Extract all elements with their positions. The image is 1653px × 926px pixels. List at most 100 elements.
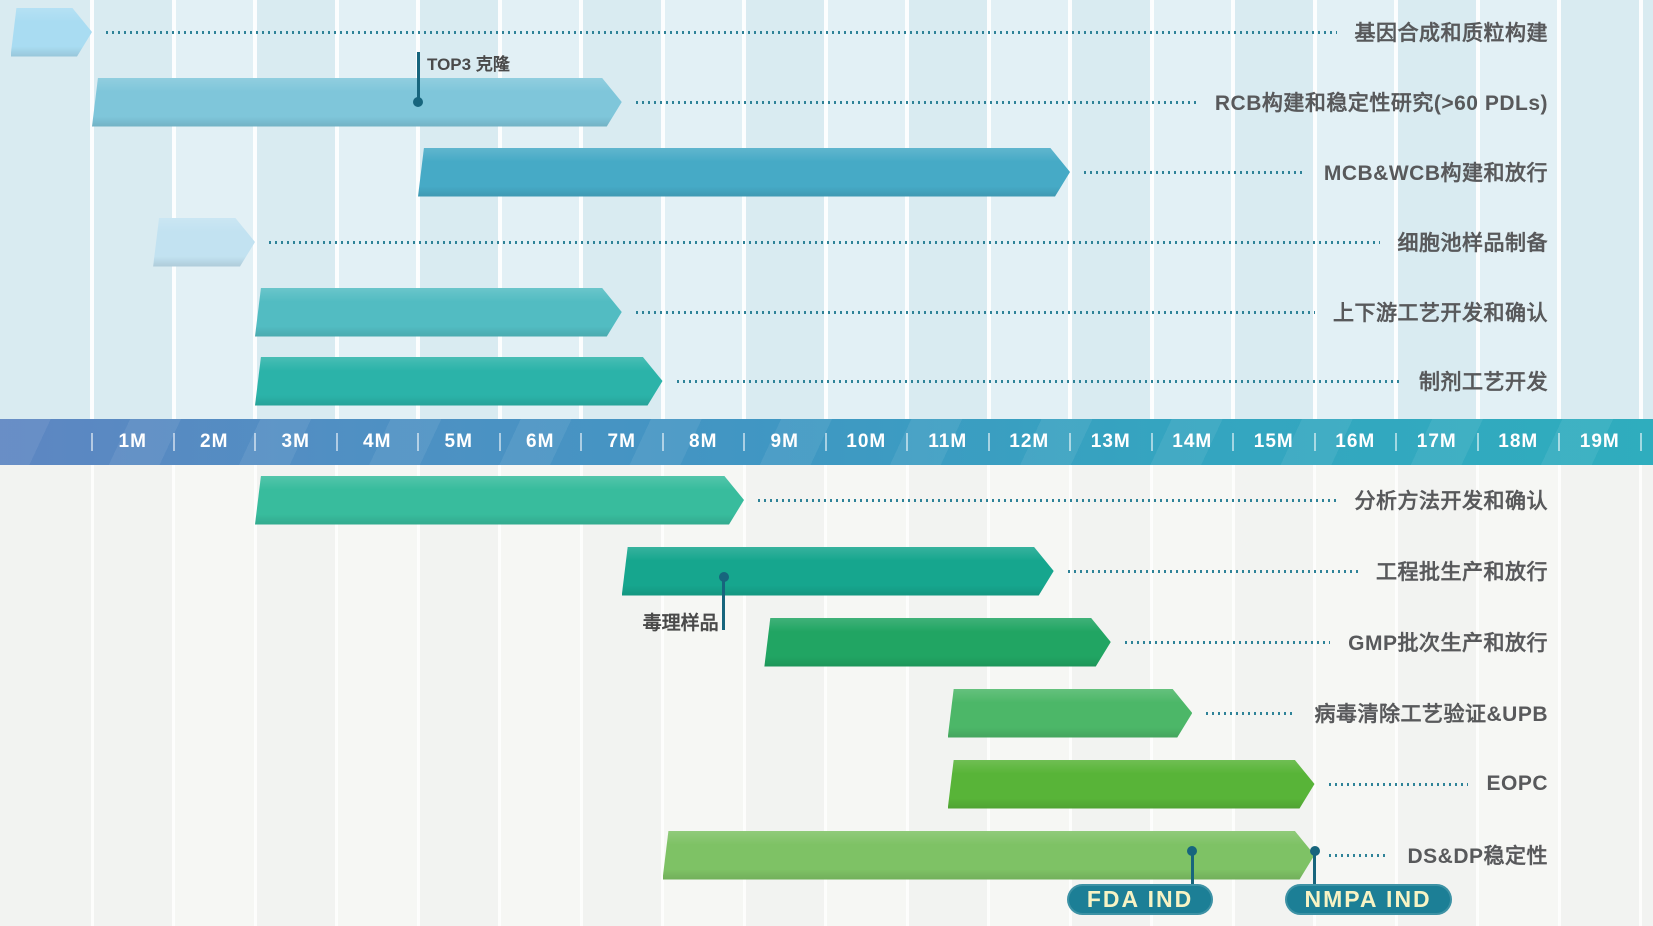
month-tick-15m: 15M xyxy=(1233,419,1315,465)
leader-dotted-line xyxy=(635,101,1197,104)
gantt-bar-shade xyxy=(255,288,622,337)
month-gridline xyxy=(416,465,420,926)
month-tick-label: 4M xyxy=(363,431,392,452)
month-gridline xyxy=(1313,465,1316,926)
month-gridline xyxy=(1312,0,1317,419)
month-separator xyxy=(1395,433,1397,451)
task-label: 基因合成和质粒构建 xyxy=(1354,22,1548,45)
task-label: 制剂工艺开发 xyxy=(1419,371,1548,394)
gantt-bar-shape xyxy=(948,689,1193,738)
month-tick-9m: 9M xyxy=(744,419,826,465)
month-tick-label: 12M xyxy=(1009,431,1050,452)
leader-dotted-line xyxy=(1328,783,1469,786)
gantt-bar-3 xyxy=(153,218,255,267)
month-tick-label: 7M xyxy=(607,431,636,452)
month-tick-label: 13M xyxy=(1090,431,1131,452)
month-tick-14m: 14M xyxy=(1152,419,1234,465)
month-gridline xyxy=(742,465,746,926)
month-column-stripe xyxy=(988,0,1070,419)
month-gridline xyxy=(497,0,502,419)
month-gridline xyxy=(579,0,583,419)
month-gridline xyxy=(416,0,420,419)
task-label: 上下游工艺开发和确认 xyxy=(1333,302,1548,325)
gantt-bar-shade xyxy=(153,218,255,267)
gantt-bar-6 xyxy=(255,476,744,525)
timeline-sheen xyxy=(0,419,1653,465)
task-leader-row: DS&DP稳定性 xyxy=(1328,840,1549,870)
month-column-stripe xyxy=(336,465,418,926)
month-separator xyxy=(661,433,664,451)
month-gridline xyxy=(253,0,257,419)
leader-dotted-line xyxy=(676,380,1401,383)
month-gridline xyxy=(823,0,828,419)
month-separator xyxy=(1232,433,1234,451)
month-column-stripe xyxy=(1477,0,1559,419)
month-gridline xyxy=(905,465,909,926)
month-tick-label: 16M xyxy=(1335,431,1376,452)
month-gridline xyxy=(1557,0,1561,419)
pre-ind-section-background xyxy=(0,0,1653,419)
task-leader-row: MCB&WCB构建和放行 xyxy=(1084,157,1548,187)
month-separator xyxy=(417,433,419,451)
month-gridline xyxy=(335,465,338,926)
gantt-bar-8 xyxy=(764,618,1110,667)
month-gridline xyxy=(1394,0,1398,419)
month-separator xyxy=(91,433,93,451)
month-tick-17m: 17M xyxy=(1396,419,1478,465)
month-tick-13m: 13M xyxy=(1070,419,1152,465)
leader-dotted-line xyxy=(635,311,1315,314)
gantt-bar-shape xyxy=(92,78,622,127)
gantt-bar-shape xyxy=(255,357,663,406)
month-tick-label: 8M xyxy=(689,431,718,452)
month-tick-label: 14M xyxy=(1172,431,1213,452)
month-column-stripe xyxy=(1477,465,1559,926)
month-column-stripe xyxy=(825,0,907,419)
task-label: 病毒清除工艺验证&UPB xyxy=(1314,703,1548,726)
gantt-bar-2 xyxy=(418,148,1070,197)
month-column-stripe xyxy=(1314,0,1396,419)
month-gridline xyxy=(661,465,664,926)
month-tick-7m: 7M xyxy=(581,419,663,465)
month-tick-label: 1M xyxy=(118,431,147,452)
month-column-stripe xyxy=(173,465,255,926)
month-tick-5m: 5M xyxy=(418,419,500,465)
month-gridline xyxy=(172,465,175,926)
gantt-bar-shade xyxy=(663,831,1315,880)
month-gridline xyxy=(1639,465,1642,926)
month-separator xyxy=(1558,433,1560,451)
month-separator xyxy=(1069,433,1071,451)
month-column-stripe xyxy=(336,0,418,419)
month-tick-label: 9M xyxy=(770,431,799,452)
task-label: EOPC xyxy=(1486,772,1548,795)
month-tick-19m: 19M xyxy=(1559,419,1641,465)
month-tick-label: 15M xyxy=(1253,431,1294,452)
month-column-stripe xyxy=(1151,0,1233,419)
gantt-bar-0 xyxy=(11,8,93,57)
month-tick-label: 18M xyxy=(1498,431,1539,452)
gantt-bar-shape xyxy=(11,8,93,57)
annotation-line xyxy=(416,52,420,102)
month-tick-18m: 18M xyxy=(1478,419,1560,465)
month-separator xyxy=(987,433,990,451)
gantt-bar-shade xyxy=(622,547,1054,596)
month-tick-label: 17M xyxy=(1416,431,1457,452)
month-separator xyxy=(172,433,175,451)
month-separator xyxy=(1476,433,1479,451)
month-gridline xyxy=(1476,465,1479,926)
gantt-bar-5 xyxy=(255,357,663,406)
month-gridline xyxy=(334,0,339,419)
leader-dotted-line xyxy=(269,241,1380,244)
month-gridline xyxy=(824,465,827,926)
month-gridline xyxy=(253,465,257,926)
leader-dotted-line xyxy=(1067,570,1358,573)
month-tick-10m: 10M xyxy=(826,419,908,465)
leader-dotted-line xyxy=(106,31,1337,34)
gantt-bar-shape xyxy=(622,547,1054,596)
month-tick-2m: 2M xyxy=(174,419,256,465)
month-tick-label: 3M xyxy=(281,431,310,452)
month-separator xyxy=(580,433,582,451)
month-tick-1m: 1M xyxy=(92,419,174,465)
month-tick-label: 10M xyxy=(846,431,887,452)
month-gridline xyxy=(1231,0,1235,419)
month-gridline xyxy=(1068,0,1072,419)
